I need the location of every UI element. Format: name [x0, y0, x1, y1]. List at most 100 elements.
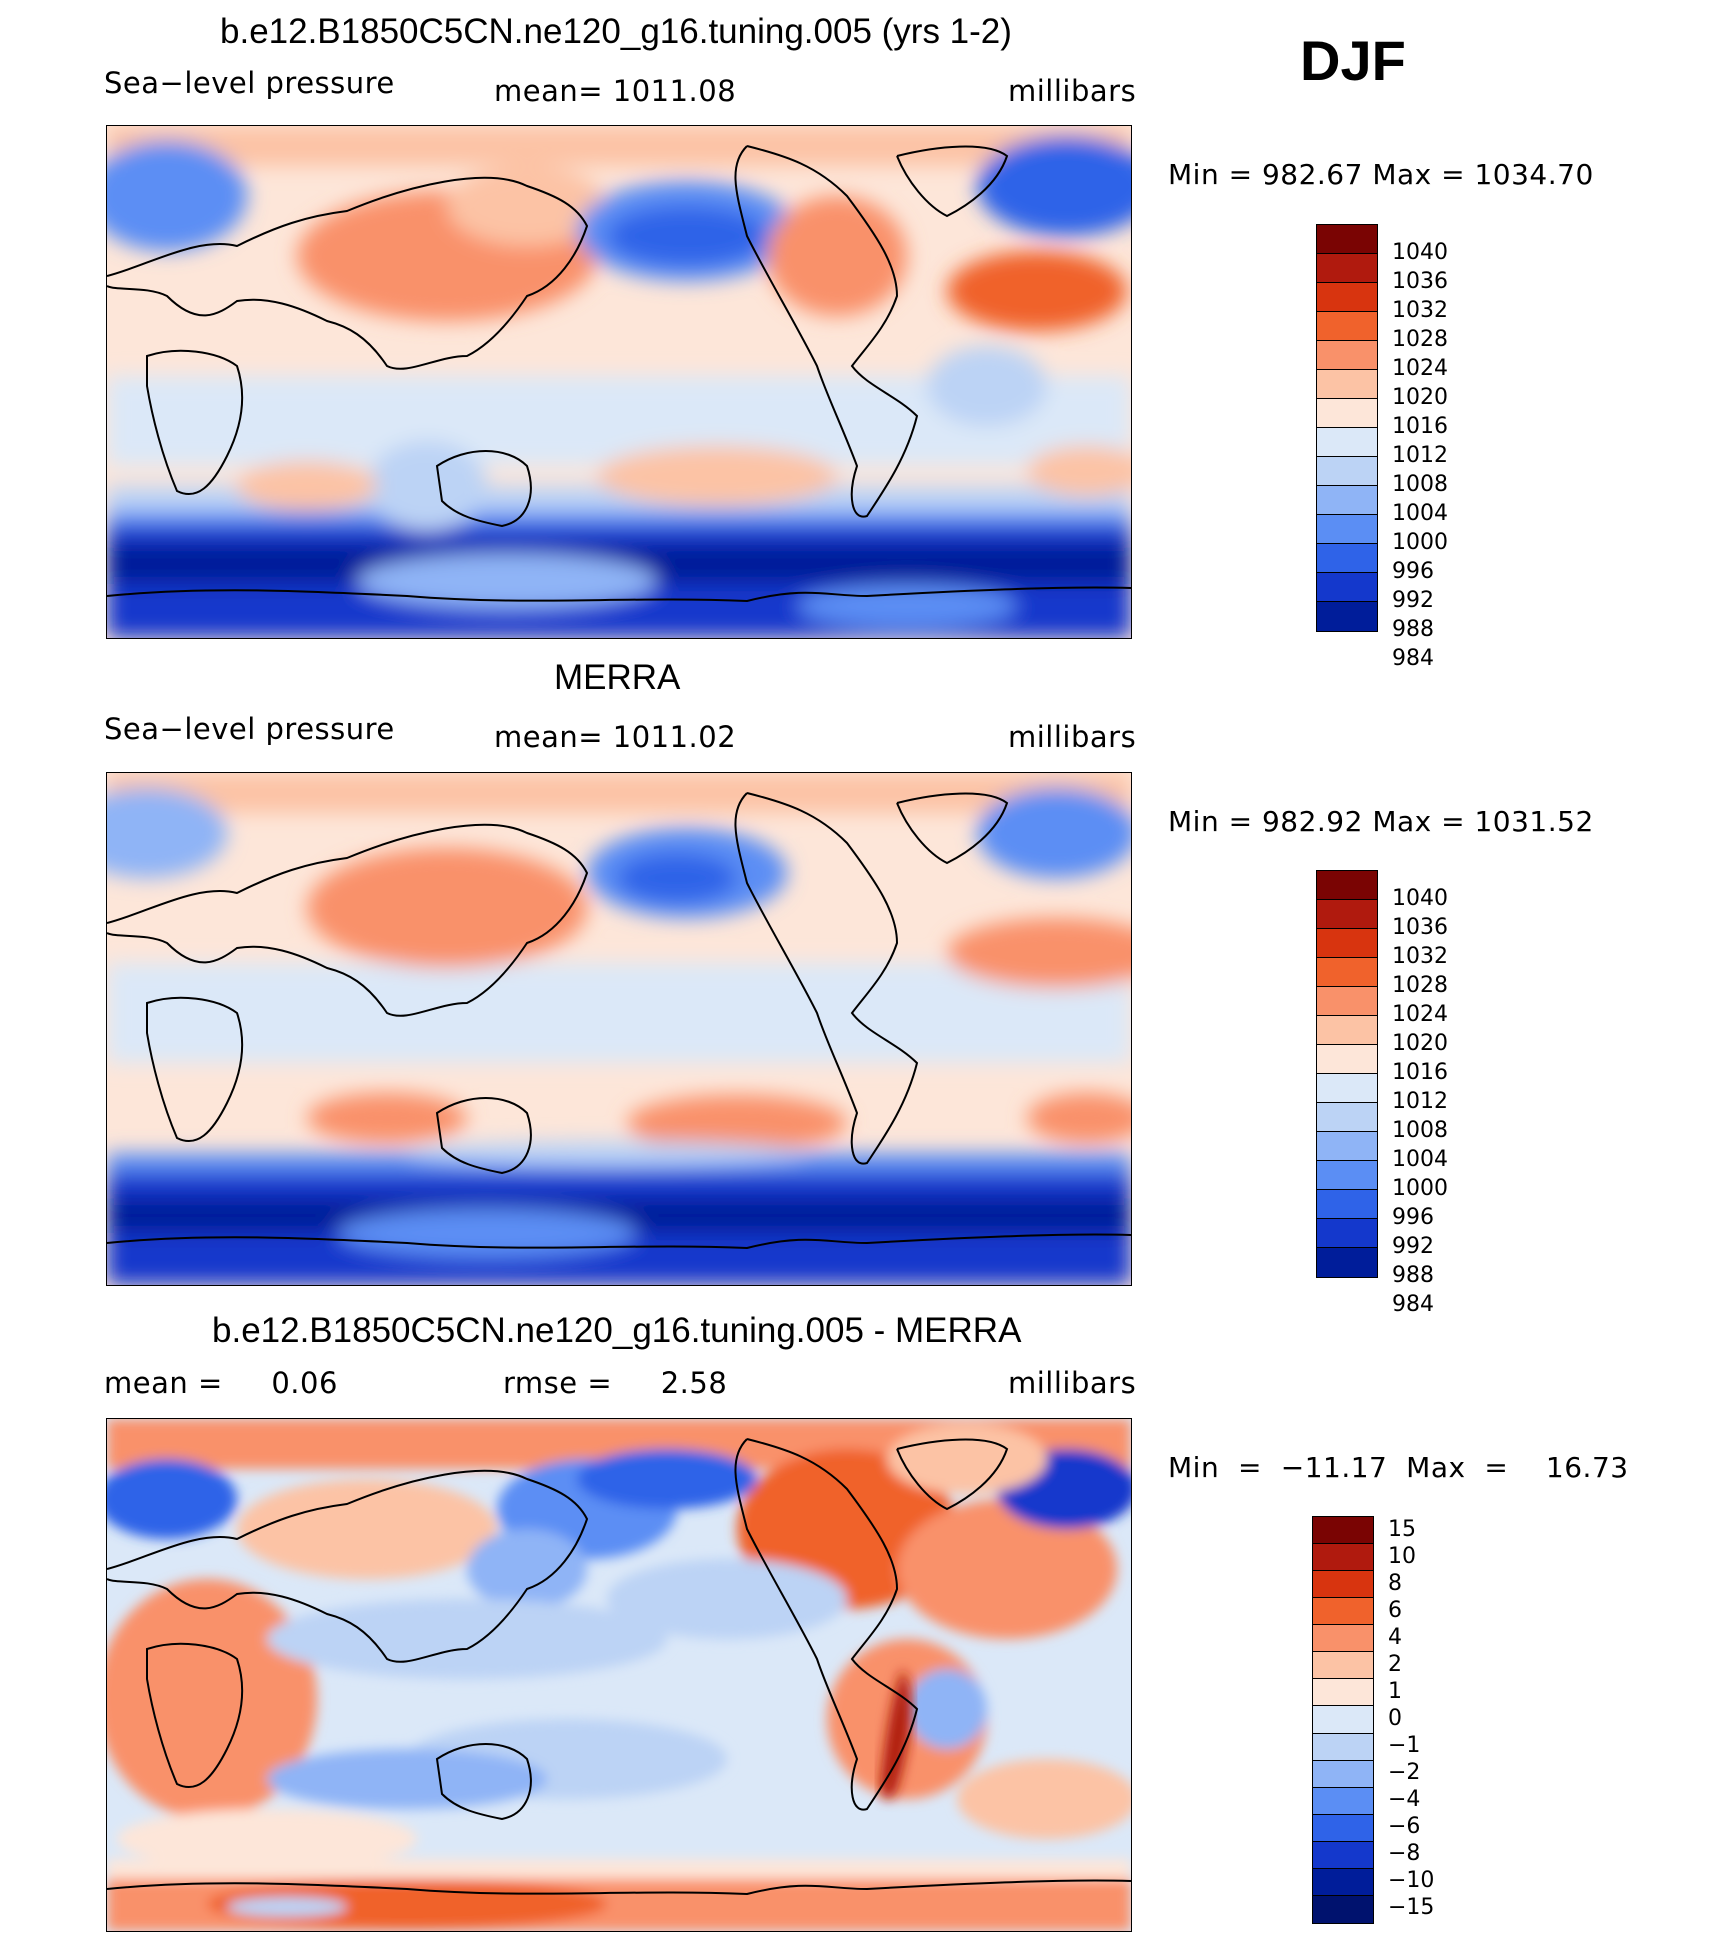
- colorbar-tick-label: 1020: [1392, 1031, 1448, 1056]
- colorbar-segment: [1317, 225, 1377, 254]
- colorbar-segment: [1313, 1571, 1373, 1599]
- colorbar-tick-label: −8: [1388, 1841, 1421, 1867]
- colorbar-segment: [1313, 1841, 1373, 1869]
- colorbar-segment: [1317, 573, 1377, 602]
- panel-1-title: b.e12.B1850C5CN.ne120_g16.tuning.005 (yr…: [220, 12, 1012, 51]
- colorbar-segment: [1317, 341, 1377, 370]
- colorbar-tick-label: 1000: [1392, 1176, 1448, 1201]
- colorbar-segment: [1317, 515, 1377, 544]
- colorbar-tick-label: 988: [1392, 617, 1434, 642]
- panel-2-mean-label: mean= 1011.02: [494, 720, 737, 754]
- colorbar-tick-label: 8: [1388, 1570, 1402, 1596]
- colorbar-tick-label: 1016: [1392, 1060, 1448, 1085]
- colorbar-tick-label: 1008: [1392, 472, 1448, 497]
- panel-2-units-label: millibars: [1008, 720, 1137, 754]
- colorbar-segment: [1317, 457, 1377, 486]
- colorbar-tick-label: 1024: [1392, 356, 1448, 381]
- panel-2-title: MERRA: [554, 658, 681, 697]
- colorbar-tick-label: 988: [1392, 1263, 1434, 1288]
- panel-1-contour-field: [107, 126, 1131, 638]
- colorbar-tick-label: 10: [1388, 1543, 1416, 1569]
- colorbar-segment: [1313, 1598, 1373, 1626]
- colorbar-segment: [1317, 312, 1377, 341]
- colorbar-segment: [1317, 602, 1377, 631]
- colorbar-tick-label: 15: [1388, 1516, 1416, 1542]
- colorbar-tick-label: −2: [1388, 1760, 1421, 1786]
- panel-1-colorbar: [1316, 224, 1378, 632]
- colorbar-tick-label: 996: [1392, 559, 1434, 584]
- colorbar-segment: [1317, 283, 1377, 312]
- colorbar-segment: [1313, 1787, 1373, 1815]
- colorbar-segment: [1313, 1625, 1373, 1653]
- colorbar-segment: [1317, 486, 1377, 515]
- panel-2-colorbar: [1316, 870, 1378, 1278]
- panel-1-map: [106, 125, 1132, 639]
- panel-3-title: b.e12.B1850C5CN.ne120_g16.tuning.005 - M…: [212, 1311, 1022, 1350]
- colorbar-segment: [1317, 1161, 1377, 1190]
- panel-1-minmax: Min = 982.67 Max = 1034.70: [1168, 158, 1594, 191]
- colorbar-tick-label: −1: [1388, 1733, 1421, 1759]
- colorbar-segment: [1317, 871, 1377, 900]
- colorbar-segment: [1313, 1679, 1373, 1707]
- colorbar-tick-label: 1012: [1392, 443, 1448, 468]
- panel-3-rmse-label: rmse = 2.58: [503, 1366, 728, 1400]
- panel-1-mean-label: mean= 1011.08: [494, 74, 737, 108]
- colorbar-segment: [1317, 1132, 1377, 1161]
- colorbar-tick-label: 2: [1388, 1651, 1402, 1677]
- panel-1-units-label: millibars: [1008, 74, 1137, 108]
- panel-3-minmax: Min = −11.17 Max = 16.73: [1168, 1451, 1629, 1484]
- colorbar-segment: [1317, 929, 1377, 958]
- colorbar-segment: [1317, 958, 1377, 987]
- colorbar-tick-label: −10: [1388, 1868, 1435, 1894]
- panel-2-variable-label: Sea−level pressure: [104, 712, 395, 746]
- colorbar-tick-label: 1040: [1392, 886, 1448, 911]
- colorbar-segment: [1317, 1074, 1377, 1103]
- colorbar-tick-label: 1016: [1392, 414, 1448, 439]
- panel-3-map: [106, 1418, 1132, 1932]
- panel-3-mean-label: mean = 0.06: [104, 1366, 338, 1400]
- colorbar-segment: [1317, 1103, 1377, 1132]
- colorbar-tick-label: 6: [1388, 1597, 1402, 1623]
- panel-3-contour-field: [107, 1419, 1131, 1931]
- colorbar-tick-label: 1040: [1392, 240, 1448, 265]
- colorbar-segment: [1313, 1652, 1373, 1680]
- colorbar-segment: [1317, 1248, 1377, 1277]
- colorbar-segment: [1313, 1760, 1373, 1788]
- colorbar-tick-label: 984: [1392, 646, 1434, 671]
- colorbar-tick-label: 1028: [1392, 327, 1448, 352]
- panel-3-units-label: millibars: [1008, 1366, 1137, 1400]
- colorbar-segment: [1317, 1045, 1377, 1074]
- colorbar-tick-label: 992: [1392, 588, 1434, 613]
- colorbar-tick-label: 1: [1388, 1678, 1402, 1704]
- colorbar-tick-label: 1004: [1392, 1147, 1448, 1172]
- colorbar-segment: [1317, 1016, 1377, 1045]
- colorbar-segment: [1313, 1733, 1373, 1761]
- colorbar-tick-label: 1032: [1392, 944, 1448, 969]
- colorbar-tick-label: 984: [1392, 1292, 1434, 1317]
- panel-2-contour-field: [107, 773, 1131, 1285]
- colorbar-tick-label: 1032: [1392, 298, 1448, 323]
- colorbar-segment: [1313, 1544, 1373, 1572]
- colorbar-tick-label: 1028: [1392, 973, 1448, 998]
- colorbar-segment: [1313, 1868, 1373, 1896]
- season-label: DJF: [1300, 29, 1406, 92]
- colorbar-segment: [1313, 1814, 1373, 1842]
- colorbar-tick-label: 1024: [1392, 1002, 1448, 1027]
- colorbar-segment: [1317, 370, 1377, 399]
- colorbar-segment: [1317, 399, 1377, 428]
- colorbar-segment: [1317, 1190, 1377, 1219]
- colorbar-segment: [1313, 1706, 1373, 1734]
- colorbar-segment: [1317, 1219, 1377, 1248]
- colorbar-tick-label: 1000: [1392, 530, 1448, 555]
- colorbar-tick-label: 992: [1392, 1234, 1434, 1259]
- colorbar-tick-label: 0: [1388, 1706, 1402, 1731]
- colorbar-tick-label: 1004: [1392, 501, 1448, 526]
- panel-1-variable-label: Sea−level pressure: [104, 66, 395, 100]
- panel-2-map: [106, 772, 1132, 1286]
- colorbar-tick-label: 996: [1392, 1205, 1434, 1230]
- colorbar-segment: [1317, 987, 1377, 1016]
- colorbar-segment: [1317, 900, 1377, 929]
- colorbar-tick-label: −6: [1388, 1814, 1421, 1840]
- colorbar-segment: [1313, 1517, 1373, 1545]
- colorbar-segment: [1317, 544, 1377, 573]
